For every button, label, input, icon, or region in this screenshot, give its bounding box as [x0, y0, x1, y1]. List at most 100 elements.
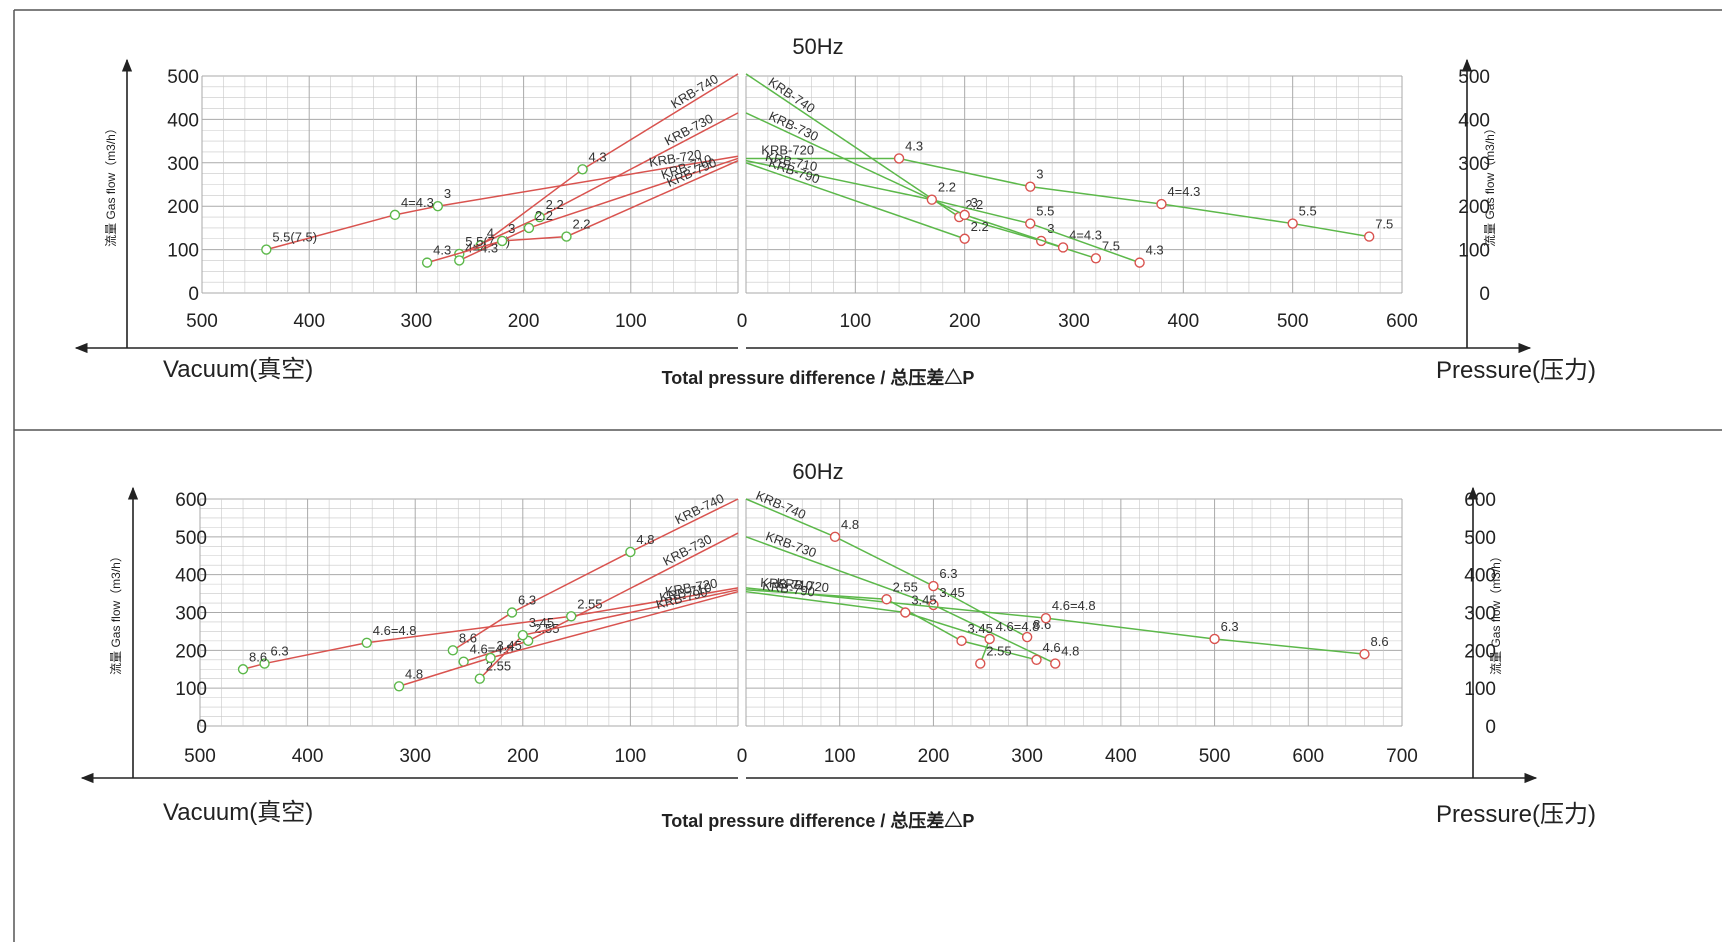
data-point-marker — [534, 211, 545, 223]
x-tick-label-pressure: 0 — [737, 746, 748, 767]
data-point-marker — [577, 164, 588, 175]
y-tick-label-right: 300 — [1464, 604, 1496, 625]
vacuum-label: Vacuum(真空) — [163, 799, 313, 826]
x-axis-title: Total pressure difference / 总压差△P — [662, 810, 975, 831]
data-point-marker — [1209, 633, 1220, 645]
data-point-label: 4=4.3 — [1069, 227, 1102, 242]
data-point-label: 2.2 — [938, 180, 956, 195]
series-line-KRB-720 — [745, 587, 1365, 655]
data-point-label: 2.2 — [546, 197, 564, 212]
x-tick-label-vacuum: 500 — [184, 746, 216, 767]
data-point-label: 4.8 — [636, 532, 654, 547]
pressure-label: Pressure(压力) — [1436, 357, 1596, 384]
data-point-marker — [984, 633, 995, 645]
x-tick-label-pressure: 0 — [737, 311, 748, 332]
data-point-label: 4=4.3 — [465, 240, 498, 255]
data-point-label: 4.8 — [1061, 644, 1079, 659]
data-point-marker — [523, 222, 535, 234]
x-tick-label-vacuum: 100 — [615, 311, 647, 332]
y-tick-label-right: 400 — [1464, 566, 1496, 587]
series-line-KRB-790 — [745, 590, 991, 664]
series-line-KRB-740 — [745, 498, 1028, 638]
y-tick-label-right: 0 — [1485, 717, 1496, 738]
data-point-label: 4 — [487, 225, 494, 240]
y-tick-label-left: 300 — [175, 604, 207, 625]
data-point-label: 4.8 — [841, 517, 859, 532]
data-point-marker — [454, 255, 465, 266]
data-point-marker — [566, 611, 577, 622]
y-tick-label-left: 400 — [167, 110, 199, 131]
data-point-marker — [447, 645, 459, 656]
data-point-marker — [1090, 253, 1102, 264]
y-tick-label-left: 600 — [175, 490, 207, 511]
data-point-marker — [485, 652, 496, 664]
data-point-marker — [625, 546, 636, 558]
data-point-marker — [829, 531, 841, 543]
data-point-marker — [1057, 242, 1069, 253]
data-point-label: 8.6 — [249, 649, 267, 664]
data-point-label: 4.6 — [1043, 640, 1061, 655]
series-line-KRB-740 — [452, 498, 739, 651]
data-point-label: 5.5 — [1299, 204, 1317, 219]
data-point-label: 2.2 — [971, 219, 989, 234]
x-tick-label-pressure: 100 — [824, 746, 856, 767]
data-point-label: 3.45 — [968, 621, 993, 636]
x-tick-label-pressure: 200 — [918, 746, 950, 767]
data-point-marker — [517, 630, 528, 641]
data-point-marker — [959, 209, 970, 221]
x-tick-label-vacuum: 100 — [615, 746, 647, 767]
x-axis-title: Total pressure difference / 总压差△P — [662, 367, 975, 388]
data-point-label: 2.2 — [572, 217, 590, 232]
data-point-label: 4.3 — [433, 243, 451, 258]
data-point-label: 4.3 — [589, 149, 607, 164]
data-point-marker — [900, 607, 911, 618]
series-line-KRB-790 — [745, 162, 965, 240]
data-point-label: 2.2 — [535, 208, 553, 223]
data-point-label: 4.8 — [405, 666, 423, 681]
y-tick-label-left: 200 — [175, 641, 207, 662]
series-name-label: KRB-740 — [668, 71, 721, 111]
data-point-label: 3.45 — [529, 615, 554, 630]
data-point-label: 2.55 — [577, 596, 602, 611]
data-point-label: 7.5 — [1102, 238, 1120, 253]
y-tick-label-right: 0 — [1479, 284, 1490, 305]
series-line-KRB-790 — [426, 159, 739, 264]
data-point-label: 3 — [1047, 221, 1054, 236]
data-point-label: 2.55 — [893, 579, 918, 594]
y-tick-label-right: 100 — [1464, 679, 1496, 700]
data-point-label: 4.6=4.8 — [1052, 598, 1096, 613]
x-tick-label-pressure: 300 — [1058, 311, 1090, 332]
data-point-label: 4=4.3 — [1167, 184, 1200, 199]
series-line-KRB-720 — [746, 157, 1370, 238]
data-point-marker — [474, 673, 485, 684]
x-tick-label-pressure: 500 — [1277, 311, 1309, 332]
series-line-KRB-720 — [266, 155, 739, 251]
chart-panel-50Hz: 50Hz 500 500 400 400 300 300 200 200 100 100 0 0 500 4… — [74, 34, 1596, 388]
chart-panel-60Hz: 60Hz 600 600 500 500 400 400 300 300 200 200 100 100… — [80, 459, 1596, 831]
x-tick-label-vacuum: 400 — [293, 311, 325, 332]
data-point-marker — [1050, 658, 1061, 669]
vacuum-label: Vacuum(真空) — [163, 356, 313, 383]
data-point-label: 3 — [1036, 167, 1043, 182]
data-point-label: 6.3 — [1221, 619, 1239, 634]
x-tick-label-vacuum: 300 — [399, 746, 431, 767]
series-line-KRB-740 — [745, 73, 1097, 259]
data-point-marker — [1021, 631, 1033, 643]
series-line-KRB-790 — [398, 590, 739, 687]
data-point-marker — [893, 153, 905, 164]
x-tick-label-pressure: 100 — [839, 311, 871, 332]
y-tick-label-left: 0 — [196, 717, 207, 738]
y-tick-label-right: 300 — [1458, 154, 1490, 175]
data-point-label: 4.3 — [1146, 243, 1164, 258]
data-point-label: 4.6=4.8 — [373, 623, 417, 638]
x-tick-label-vacuum: 300 — [401, 311, 433, 332]
data-point-marker — [496, 235, 508, 247]
data-point-label: 3 — [971, 195, 978, 210]
x-tick-label-pressure: 600 — [1292, 746, 1324, 767]
series-name-label: KRB-720 — [776, 575, 830, 595]
chart-title: 50Hz — [792, 34, 843, 59]
y-tick-label-left: 300 — [167, 154, 199, 175]
x-tick-label-vacuum: 400 — [292, 746, 324, 767]
